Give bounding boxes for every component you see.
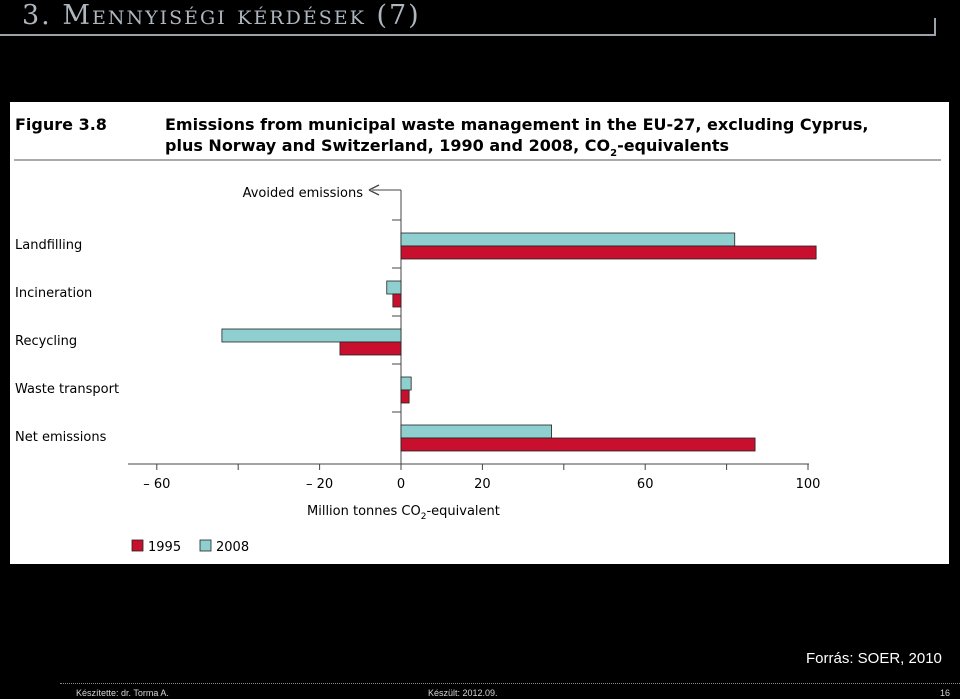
figure-panel: Figure 3.8 Emissions from municipal wast…: [10, 102, 949, 564]
footer-rule: [60, 683, 960, 684]
category-label-incineration: Incineration: [15, 286, 92, 301]
source-note: Forrás: SOER, 2010: [806, 650, 942, 667]
x-tick-label-3: 20: [474, 477, 491, 492]
bar-2008-recycling: [221, 328, 402, 343]
bar-1995-landfilling: [400, 245, 817, 260]
title-rule-tick: [934, 18, 936, 36]
category-label-recycling: Recycling: [15, 334, 77, 349]
legend-label-1995: 1995: [148, 540, 181, 555]
bar-2008-incineration: [386, 280, 402, 295]
category-label-waste-transport: Waste transport: [15, 382, 119, 397]
category-label-landfilling: Landfilling: [15, 238, 82, 253]
bar-1995-recycling: [339, 341, 402, 356]
annotation-arrow-head: [368, 184, 380, 196]
x-tick-label-2: 0: [397, 477, 405, 492]
x-tick-label-1: – 20: [306, 477, 333, 492]
legend-swatch-1995: [131, 539, 144, 552]
bar-chart: Figure 3.8 Emissions from municipal wast…: [14, 115, 941, 555]
page-number: 16: [940, 688, 951, 698]
figure-label: Figure 3.8: [15, 115, 107, 134]
category-label-net-emissions: Net emissions: [15, 430, 107, 445]
legend-swatch-2008: [199, 539, 212, 552]
bar-1995-net-emissions: [400, 437, 756, 452]
footer-date: Készült: 2012.09.: [428, 688, 498, 698]
footer-author: Készítette: dr. Torma A.: [76, 688, 169, 698]
figure-title-line2: plus Norway and Switzerland, 1990 and 20…: [165, 136, 729, 159]
x-tick-label-4: 60: [637, 477, 654, 492]
slide-title: 3. Mennyiségi kérdések (7): [22, 0, 421, 31]
title-rule: [0, 34, 936, 36]
x-tick-label-0: – 60: [143, 477, 170, 492]
x-axis-label: Million tonnes CO2-equivalent: [307, 504, 500, 522]
bar-1995-incineration: [392, 293, 402, 308]
bar-2008-waste-transport: [400, 376, 412, 391]
legend-label-2008: 2008: [216, 540, 249, 555]
bar-1995-waste-transport: [400, 389, 410, 404]
annotation-avoided-emissions: Avoided emissions: [243, 186, 364, 201]
figure-title-line1: Emissions from municipal waste managemen…: [165, 115, 868, 134]
x-tick-label-5: 100: [796, 477, 821, 492]
bar-2008-landfilling: [400, 232, 736, 247]
bar-2008-net-emissions: [400, 424, 552, 439]
